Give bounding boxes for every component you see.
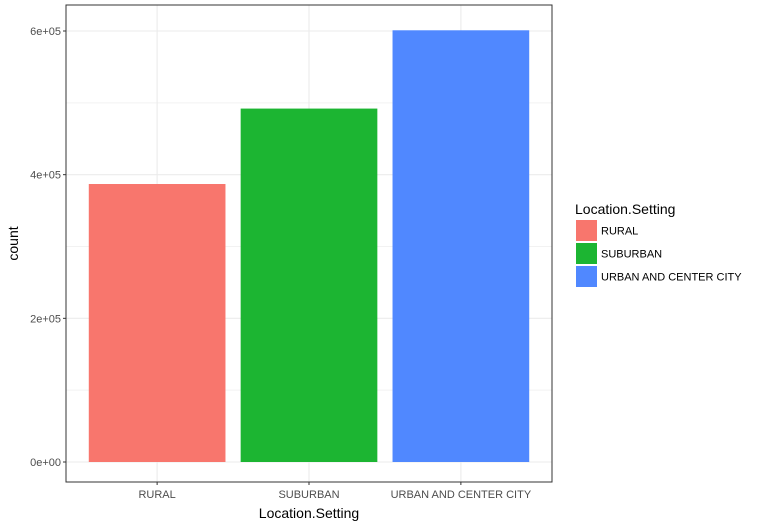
- bar-urban-and-center-city: [392, 30, 530, 462]
- y-axis: 0e+00 2e+05 4e+05 6e+05: [30, 26, 66, 469]
- x-tick-label: URBAN AND CENTER CITY: [391, 489, 532, 501]
- bars-group: [88, 30, 530, 462]
- legend-label: RURAL: [601, 226, 638, 238]
- y-tick-label: 0e+00: [30, 457, 61, 469]
- y-axis-title: count: [5, 226, 21, 260]
- x-axis: RURAL SUBURBAN URBAN AND CENTER CITY: [138, 482, 532, 501]
- bar-suburban: [240, 108, 378, 462]
- legend-key: [576, 220, 597, 241]
- legend-key: [576, 266, 597, 287]
- legend-label: URBAN AND CENTER CITY: [601, 272, 742, 284]
- bar-rural: [88, 184, 226, 462]
- y-tick-label: 6e+05: [30, 26, 61, 38]
- x-tick-label: SUBURBAN: [278, 489, 339, 501]
- legend-key: [576, 243, 597, 264]
- y-tick-label: 2e+05: [30, 313, 61, 325]
- legend-title: Location.Setting: [575, 201, 675, 217]
- x-tick-label: RURAL: [138, 489, 175, 501]
- y-tick-label: 4e+05: [30, 170, 61, 182]
- legend-label: SUBURBAN: [601, 249, 662, 261]
- legend: Location.Setting RURAL SUBURBAN URBAN AND …: [575, 201, 742, 287]
- x-axis-title: Location.Setting: [259, 505, 359, 521]
